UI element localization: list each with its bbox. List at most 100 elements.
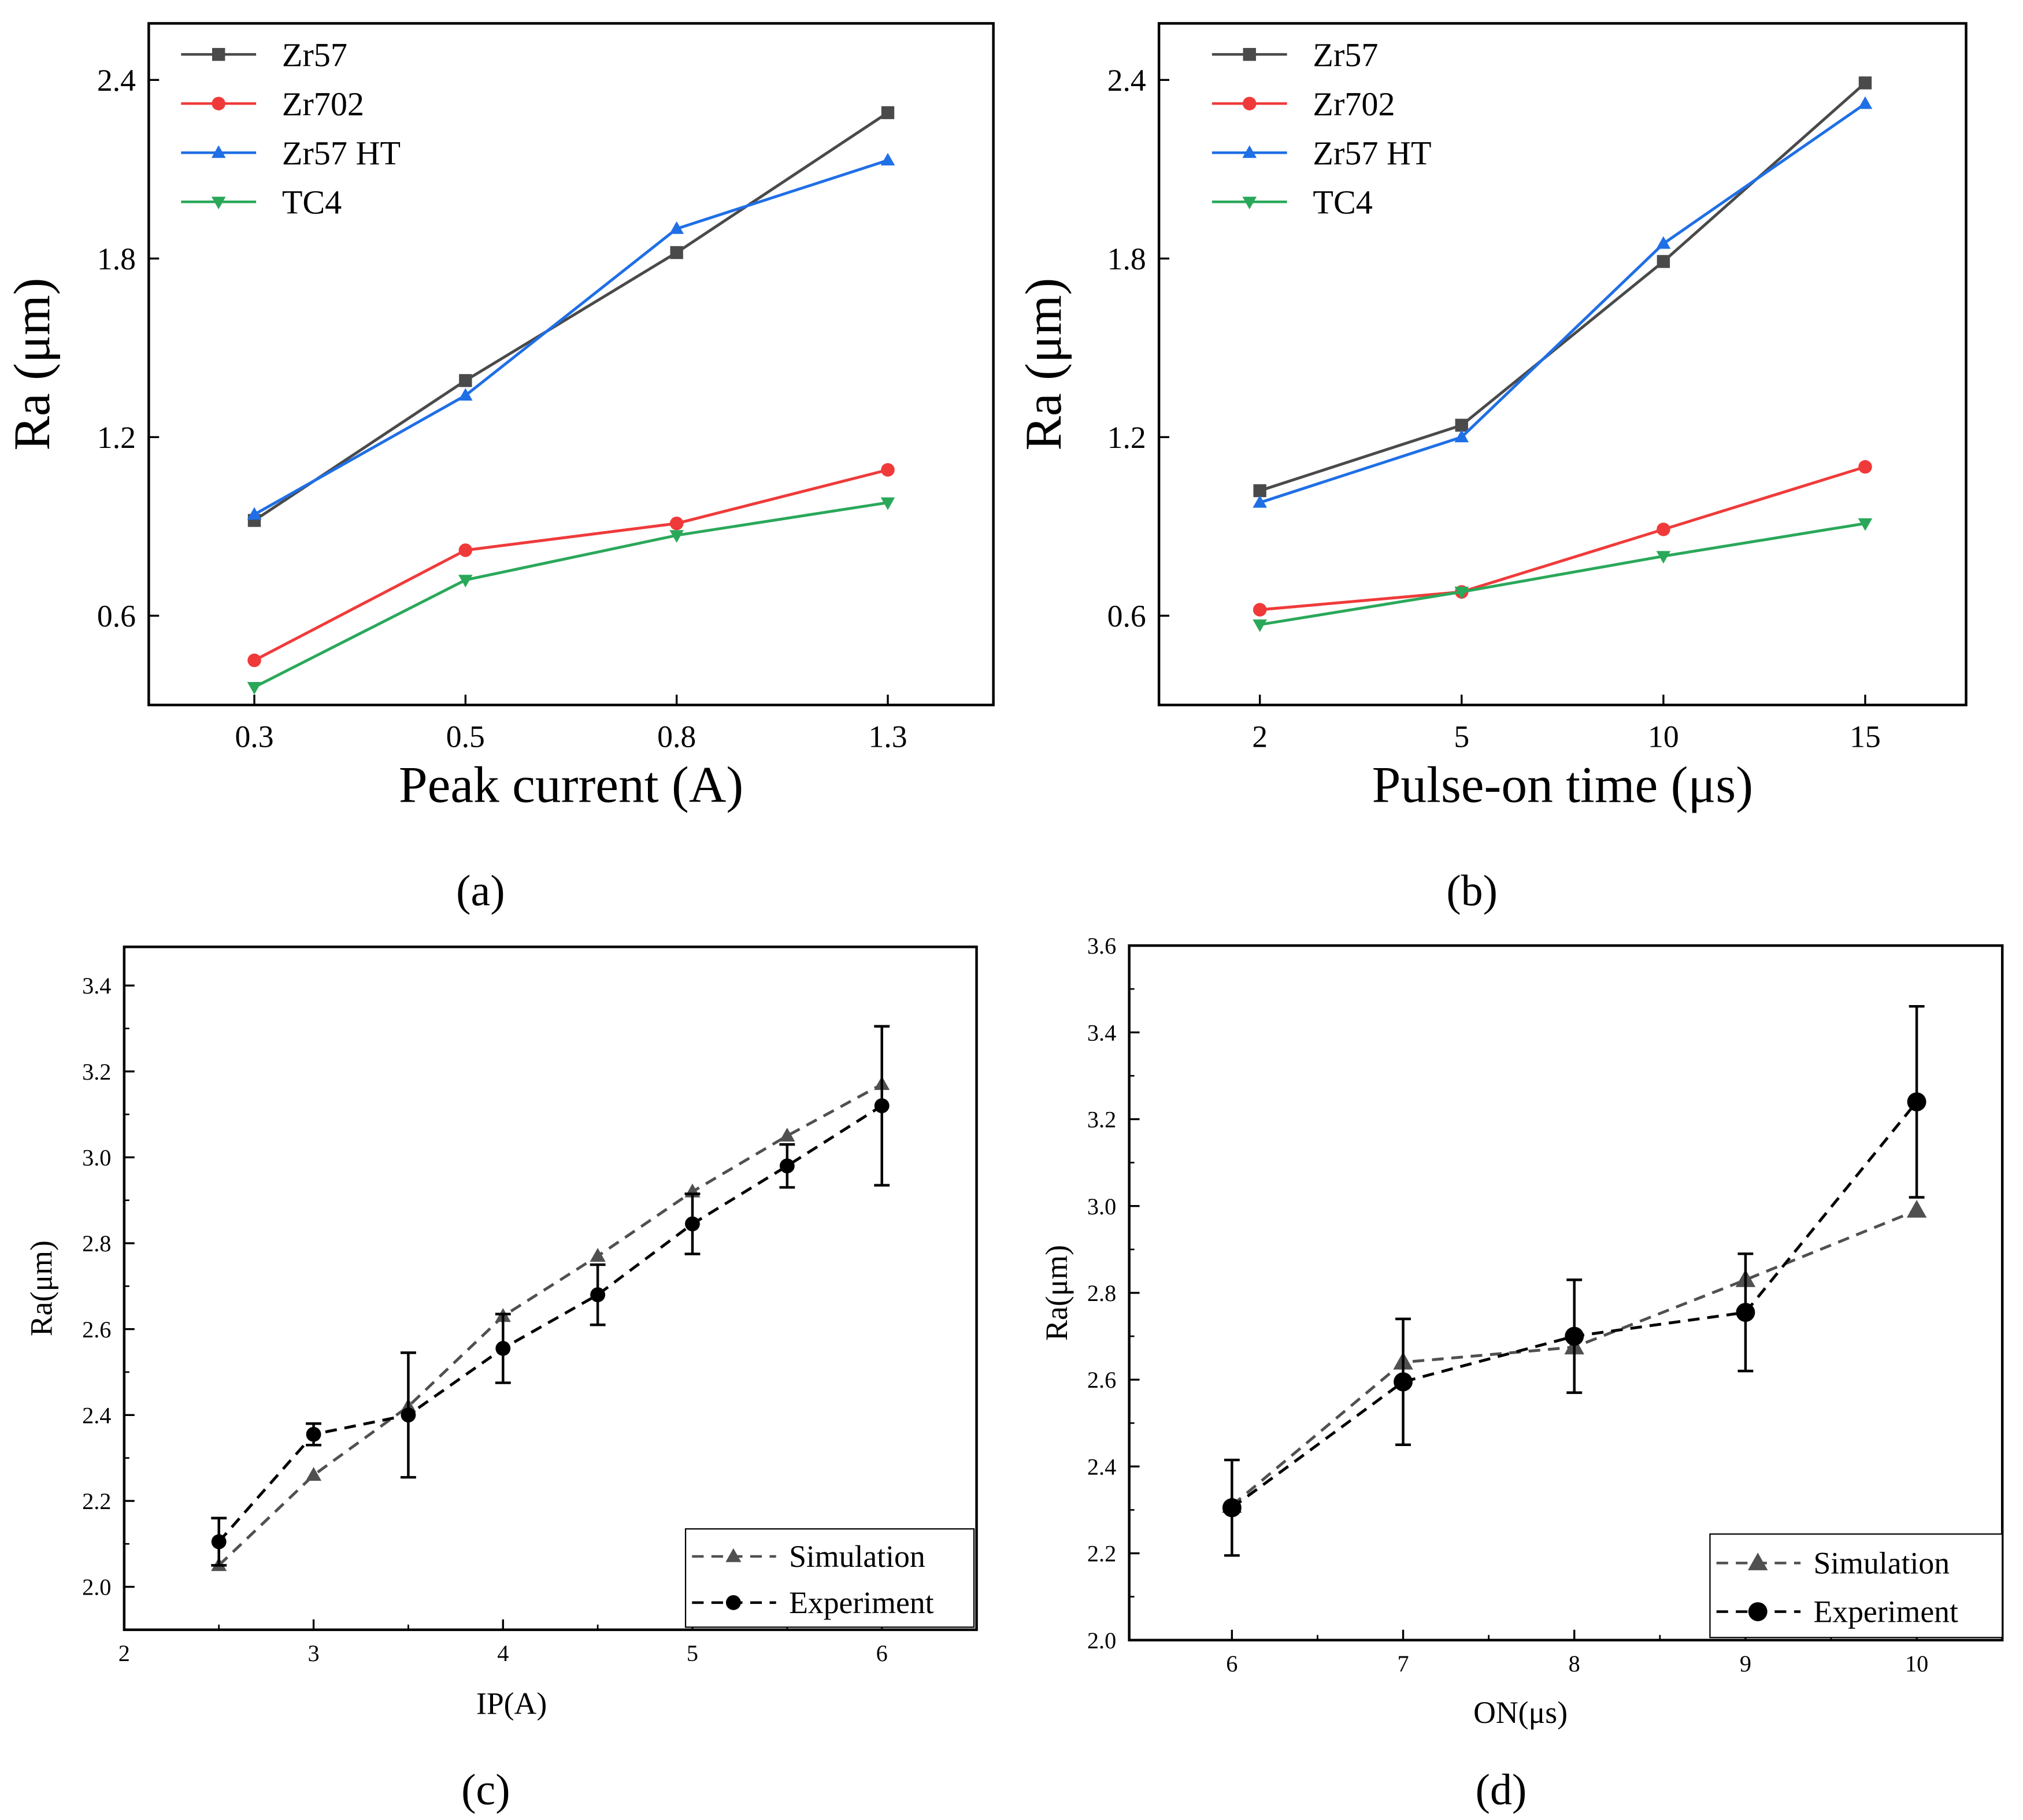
y-tick-label: 2.2 bbox=[1087, 1541, 1116, 1567]
legend-frame bbox=[684, 1528, 975, 1628]
data-point bbox=[459, 374, 472, 387]
y-tick-label: 2.4 bbox=[1107, 63, 1146, 98]
x-tick-label: 8 bbox=[1569, 1651, 1580, 1677]
data-point bbox=[247, 681, 262, 695]
series-line bbox=[253, 501, 888, 689]
plot-frame bbox=[147, 22, 995, 707]
y-tick-label: 2.4 bbox=[82, 1402, 111, 1428]
legend-label: Zr57 HT bbox=[1313, 134, 1431, 172]
legend-label: TC4 bbox=[1313, 183, 1372, 221]
data-point bbox=[306, 1467, 322, 1481]
data-point bbox=[1907, 1092, 1926, 1111]
series-line bbox=[253, 111, 889, 522]
chart-panel-a: 0.6 1.2 1.8 2.4 0.3 0.5 0.8 1.3 Peak current (A)… bbox=[3, 22, 995, 915]
data-point bbox=[458, 543, 473, 557]
y-tick-label: 3.2 bbox=[1087, 1107, 1116, 1133]
y-axis-title: Ra(μm) bbox=[24, 1240, 59, 1336]
data-point bbox=[1858, 460, 1872, 474]
data-point bbox=[590, 1248, 606, 1262]
x-tick-label: 7 bbox=[1397, 1651, 1409, 1677]
data-point bbox=[1858, 96, 1873, 109]
series-experiment bbox=[1222, 1004, 1926, 1557]
data-point bbox=[874, 1098, 890, 1114]
panel-label: (b) bbox=[1446, 867, 1498, 915]
y-tick-label: 2.8 bbox=[82, 1230, 111, 1256]
data-point bbox=[881, 106, 895, 120]
data-point bbox=[669, 530, 684, 543]
data-point bbox=[590, 1287, 606, 1303]
data-point bbox=[1454, 429, 1469, 443]
legend-marker bbox=[725, 1595, 741, 1610]
data-point bbox=[1253, 484, 1266, 498]
y-tick-label: 2.4 bbox=[1087, 1454, 1116, 1480]
series-line bbox=[253, 468, 888, 662]
data-point bbox=[247, 653, 261, 668]
legend-label: TC4 bbox=[282, 183, 342, 221]
data-point bbox=[669, 516, 684, 531]
series-line bbox=[1259, 465, 1866, 611]
data-point bbox=[1394, 1372, 1413, 1392]
series-zr57-ht bbox=[1253, 96, 1873, 508]
data-point bbox=[1656, 551, 1671, 564]
x-tick-label: 0.8 bbox=[657, 719, 696, 754]
legend-marker bbox=[212, 47, 225, 61]
legend-label: Zr702 bbox=[282, 85, 364, 123]
y-tick-label: 3.4 bbox=[1087, 1020, 1116, 1046]
data-point bbox=[1253, 619, 1267, 632]
data-point bbox=[1858, 518, 1873, 531]
legend-marker bbox=[1243, 47, 1256, 61]
data-point bbox=[1736, 1303, 1755, 1322]
x-tick-label: 6 bbox=[876, 1640, 888, 1666]
data-point bbox=[1222, 1498, 1242, 1518]
x-tick-label: 15 bbox=[1850, 719, 1881, 754]
panel-label: (a) bbox=[456, 867, 505, 915]
x-tick-label: 0.5 bbox=[446, 719, 485, 754]
legend: Simulation Experiment bbox=[1709, 1533, 2003, 1639]
legend-marker bbox=[1242, 145, 1257, 158]
series-tc4 bbox=[247, 497, 895, 695]
legend-label: Zr702 bbox=[1313, 85, 1395, 123]
data-point bbox=[1906, 1200, 1927, 1218]
legend-marker bbox=[211, 197, 226, 210]
x-tick-label: 4 bbox=[497, 1640, 509, 1666]
legend-marker bbox=[725, 1548, 742, 1562]
data-point bbox=[1455, 418, 1468, 432]
panel-label: (d) bbox=[1476, 1766, 1527, 1814]
y-tick-label: 2.4 bbox=[97, 63, 136, 98]
x-tick-label: 6 bbox=[1226, 1651, 1237, 1677]
data-point bbox=[1565, 1326, 1584, 1346]
chart-panel-b: 0.6 1.2 1.8 2.4 2 5 10 15 Pulse-on time (μs) Ra (… bbox=[1015, 22, 1968, 915]
data-point bbox=[779, 1158, 795, 1174]
legend-label: Zr57 HT bbox=[282, 134, 401, 172]
x-tick-label: 2 bbox=[1252, 719, 1268, 754]
data-point bbox=[670, 246, 683, 260]
legend-label: Zr57 bbox=[1313, 36, 1378, 73]
series-tc4 bbox=[1253, 518, 1873, 632]
data-point bbox=[401, 1407, 416, 1423]
series-line bbox=[1259, 102, 1866, 504]
legend: Simulation Experiment bbox=[684, 1528, 975, 1628]
y-tick-label: 3.4 bbox=[82, 973, 111, 999]
data-point bbox=[1656, 236, 1671, 249]
chart-panel-d: 2.0 2.2 2.4 2.6 2.8 3.0 3.2 3.4 3.6 6 7 8 9 10 ON(μs) R… bbox=[1039, 933, 2004, 1814]
x-tick-label: 3 bbox=[307, 1640, 319, 1666]
legend-label: Simulation bbox=[789, 1539, 925, 1574]
legend-marker bbox=[211, 145, 226, 158]
series-zr702 bbox=[247, 463, 895, 668]
data-point bbox=[1253, 495, 1267, 508]
y-tick-label: 2.6 bbox=[82, 1317, 111, 1343]
y-tick-label: 0.6 bbox=[97, 599, 136, 633]
y-tick-label: 3.6 bbox=[1087, 933, 1116, 959]
data-point bbox=[306, 1426, 321, 1442]
data-point bbox=[669, 221, 684, 234]
plot-frame bbox=[1157, 22, 1968, 707]
legend-label: Experiment bbox=[789, 1585, 934, 1620]
y-tick-label: 3.0 bbox=[82, 1145, 111, 1171]
series-line bbox=[1259, 522, 1866, 627]
y-tick-label: 2.8 bbox=[1087, 1280, 1116, 1306]
y-tick-label: 2.6 bbox=[1087, 1367, 1116, 1393]
y-tick-label: 2.0 bbox=[1087, 1628, 1116, 1654]
y-axis-title: Ra(μm) bbox=[1039, 1245, 1074, 1341]
data-point bbox=[1657, 255, 1670, 268]
data-point bbox=[779, 1128, 795, 1142]
